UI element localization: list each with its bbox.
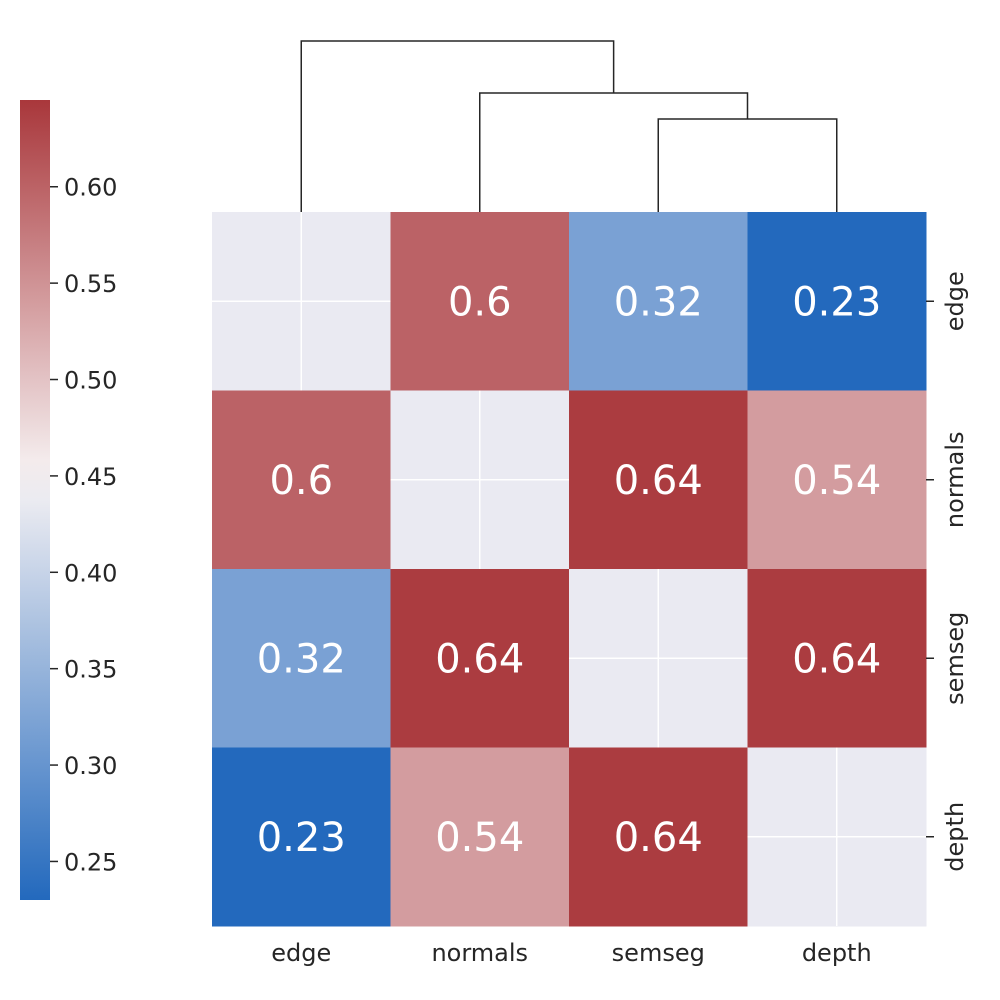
heatmap-cell-semseg-depth [747,569,927,748]
x-tick-label-edge: edge [271,939,331,967]
heatmap-cell-depth-edge [212,747,391,927]
x-tick-label-normals: normals [431,939,528,967]
heatmap-cell-edge-semseg [569,212,748,391]
heatmap-annotations: 0.6 0.32 0.23 0.6 0.64 0.54 0.32 0.64 0.64 0.23 0.… [257,279,882,861]
heatmap-cell-normals-depth [747,390,927,570]
heatmap-cell-depth-semseg [569,747,748,927]
heatmap-cell-depth-normals [390,747,570,927]
colorbar-gradient [20,100,50,900]
colorbar-tick-label: 0.40 [64,559,117,587]
cell-value-label: 0.32 [614,279,703,325]
colorbar-tick-label: 0.50 [64,367,117,395]
heatmap-cell-semseg-normals [390,569,570,748]
cell-value-label: 0.54 [435,815,524,861]
dendrogram-link [300,40,615,212]
heatmap-cell-edge-normals [390,212,570,391]
column-dendrogram [300,40,838,212]
colorbar-tick-label: 0.35 [64,656,117,684]
cell-value-label: 0.23 [792,279,881,325]
y-tick-label-depth: depth [941,802,969,872]
colorbar-tick-label: 0.60 [64,174,117,202]
heatmap-cell-normals-edge [212,390,391,570]
dendrogram-link [479,92,749,212]
heatmap-cell-edge-depth [747,212,927,391]
x-tick-label-semseg: semseg [612,939,705,967]
x-axis-ticks: edge normals semseg depth [271,939,871,967]
cell-value-label: 0.32 [257,636,346,682]
heatmap-grid [212,212,926,926]
colorbar-tick-label: 0.55 [64,270,117,298]
colorbar-tick-label: 0.30 [64,752,117,780]
cell-value-label: 0.64 [614,815,703,861]
y-tick-label-semseg: semseg [941,612,969,705]
x-tick-label-depth: depth [802,939,872,967]
y-tick-label-edge: edge [941,271,969,331]
colorbar-tick-label: 0.45 [64,463,117,491]
cell-value-label: 0.64 [792,636,881,682]
cell-value-label: 0.6 [269,458,333,504]
y-tick-label-normals: normals [941,431,969,528]
heatmap-cell-semseg-edge [212,569,391,748]
cell-value-label: 0.54 [792,458,881,504]
cell-value-label: 0.23 [257,815,346,861]
cell-value-label: 0.64 [435,636,524,682]
colorbar: 0.25 0.30 0.35 0.40 0.45 0.50 0.55 0.60 [20,100,117,900]
colorbar-ticks: 0.25 0.30 0.35 0.40 0.45 0.50 0.55 0.60 [50,174,117,876]
y-axis-ticks: edge normals semseg depth [926,271,969,872]
dendrogram-link [657,118,838,212]
heatmap-cell-normals-semseg [569,390,748,570]
cell-value-label: 0.6 [448,279,512,325]
cell-value-label: 0.64 [614,458,703,504]
colorbar-tick-label: 0.25 [64,848,117,876]
